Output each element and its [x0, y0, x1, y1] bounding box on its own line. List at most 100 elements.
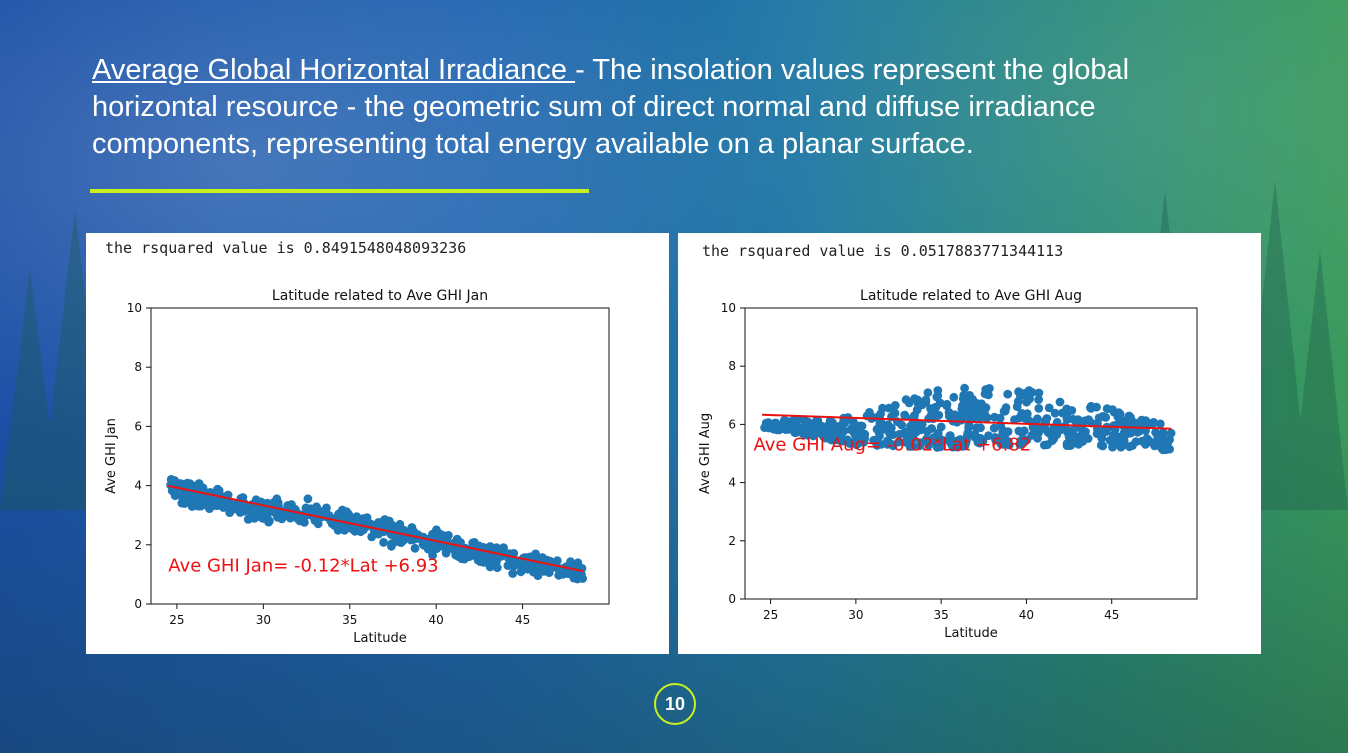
scatter-point	[301, 503, 311, 513]
scatter-point	[936, 422, 946, 432]
scatter-point	[944, 411, 954, 421]
scatter-point	[929, 403, 939, 413]
scatter-point	[968, 395, 977, 404]
scatter-point	[322, 509, 332, 519]
scatter-point	[837, 422, 846, 432]
scatter-point	[922, 434, 931, 444]
regression-annotation: Ave GHI Jan= -0.12*Lat +6.93	[168, 555, 438, 576]
chart-title: Latitude related to Ave GHI Aug	[860, 288, 1082, 304]
scatter-point	[894, 437, 904, 447]
y-axis-label: Ave GHI Jan	[104, 418, 119, 494]
scatter-point	[784, 422, 793, 432]
y-tick-label: 8	[134, 360, 142, 374]
scatter-point	[379, 538, 388, 547]
scatter-point	[451, 549, 461, 558]
scatter-point	[1162, 443, 1172, 453]
scatter-point	[180, 496, 189, 505]
scatter-point	[949, 392, 959, 402]
accent-line	[90, 189, 589, 193]
scatter-point	[1137, 416, 1147, 426]
scatter-point	[901, 395, 911, 405]
scatter-point	[1034, 388, 1044, 398]
scatter-point	[999, 406, 1009, 416]
scatter-point	[932, 392, 942, 402]
x-tick-label: 30	[848, 608, 863, 622]
rsquared-text-jan: the rsquared value is 0.8491548048093236	[105, 239, 467, 257]
chart-aug: Latitude related to Ave GHI Aug Ave GHI A…	[698, 288, 1198, 641]
scatter-point	[977, 399, 986, 409]
scatter-point	[779, 416, 789, 425]
scatter-point	[1017, 428, 1027, 438]
scatter-point	[975, 413, 985, 422]
scatter-point	[578, 574, 587, 583]
scatter-point	[872, 438, 882, 448]
scatter-point	[945, 431, 955, 441]
scatter-point	[1022, 397, 1031, 407]
scatter-point	[967, 401, 977, 411]
y-axis-label: Ave GHI Aug	[698, 413, 713, 494]
scatter-point	[846, 425, 856, 435]
scatter-point	[999, 440, 1008, 449]
slide-title: Average Global Horizontal Irradiance - T…	[92, 52, 1252, 163]
scatter-point	[410, 543, 420, 553]
scatter-point	[1055, 397, 1065, 407]
scatter-point	[225, 508, 235, 517]
scatter-point	[477, 552, 487, 562]
scatter-point	[897, 420, 907, 430]
scatter-point	[1102, 404, 1112, 414]
scatter-point	[978, 436, 988, 446]
scatter-point	[1096, 440, 1106, 450]
x-tick-label: 45	[1104, 608, 1119, 622]
scatter-point	[214, 486, 224, 495]
scatter-point	[381, 518, 390, 527]
scatter-point	[1121, 421, 1131, 430]
scatter-point	[942, 401, 952, 410]
scatter-point	[875, 419, 885, 429]
scatter-point	[1017, 409, 1027, 418]
scatter-point	[170, 476, 179, 485]
y-tick-label: 10	[721, 301, 736, 315]
y-tick-label: 0	[134, 597, 142, 611]
scatter-point	[1117, 441, 1127, 451]
scatter-point	[1141, 440, 1150, 449]
scatter-point	[1062, 411, 1071, 420]
x-tick-label: 35	[934, 608, 949, 622]
scatter-point	[250, 513, 259, 523]
scatter-point	[1042, 414, 1052, 423]
scatter-point	[1131, 437, 1141, 447]
scatter-point	[505, 560, 515, 570]
scatter-point	[853, 439, 863, 448]
scatter-point	[428, 550, 437, 560]
scatter-point	[876, 409, 885, 419]
scatter-point	[356, 527, 366, 537]
scatter-point	[170, 491, 180, 501]
scatter-point	[960, 383, 969, 393]
scatter-point	[900, 410, 910, 420]
scatter-point	[810, 420, 820, 430]
scatter-point	[563, 569, 573, 579]
scatter-point	[508, 569, 518, 578]
scatter-point	[1074, 439, 1083, 449]
scatter-point	[1108, 442, 1117, 452]
scatter-point	[1065, 441, 1075, 450]
scatter-point	[890, 401, 900, 410]
scatter-point	[1044, 403, 1054, 413]
scatter-point	[924, 414, 934, 423]
scatter-point	[998, 427, 1008, 437]
scatter-point	[859, 429, 869, 439]
y-tick-label: 0	[728, 592, 736, 606]
title-rest: - The insolation values represent the gl…	[92, 54, 1130, 160]
scatter-point	[1086, 401, 1096, 411]
scatter-point	[1155, 419, 1165, 429]
scatter-point	[908, 442, 918, 451]
scatter-point	[803, 417, 813, 427]
scatter-point	[278, 509, 288, 518]
y-tick-label: 2	[134, 538, 142, 552]
scatter-point	[468, 538, 478, 548]
scatter-point	[813, 427, 823, 437]
scatter-point	[1043, 440, 1052, 450]
scatter-point	[869, 413, 878, 422]
scatter-point	[396, 535, 406, 545]
scatter-point	[959, 391, 969, 400]
chart-jan: Latitude related to Ave GHI Jan Ave GHI J…	[104, 288, 610, 646]
